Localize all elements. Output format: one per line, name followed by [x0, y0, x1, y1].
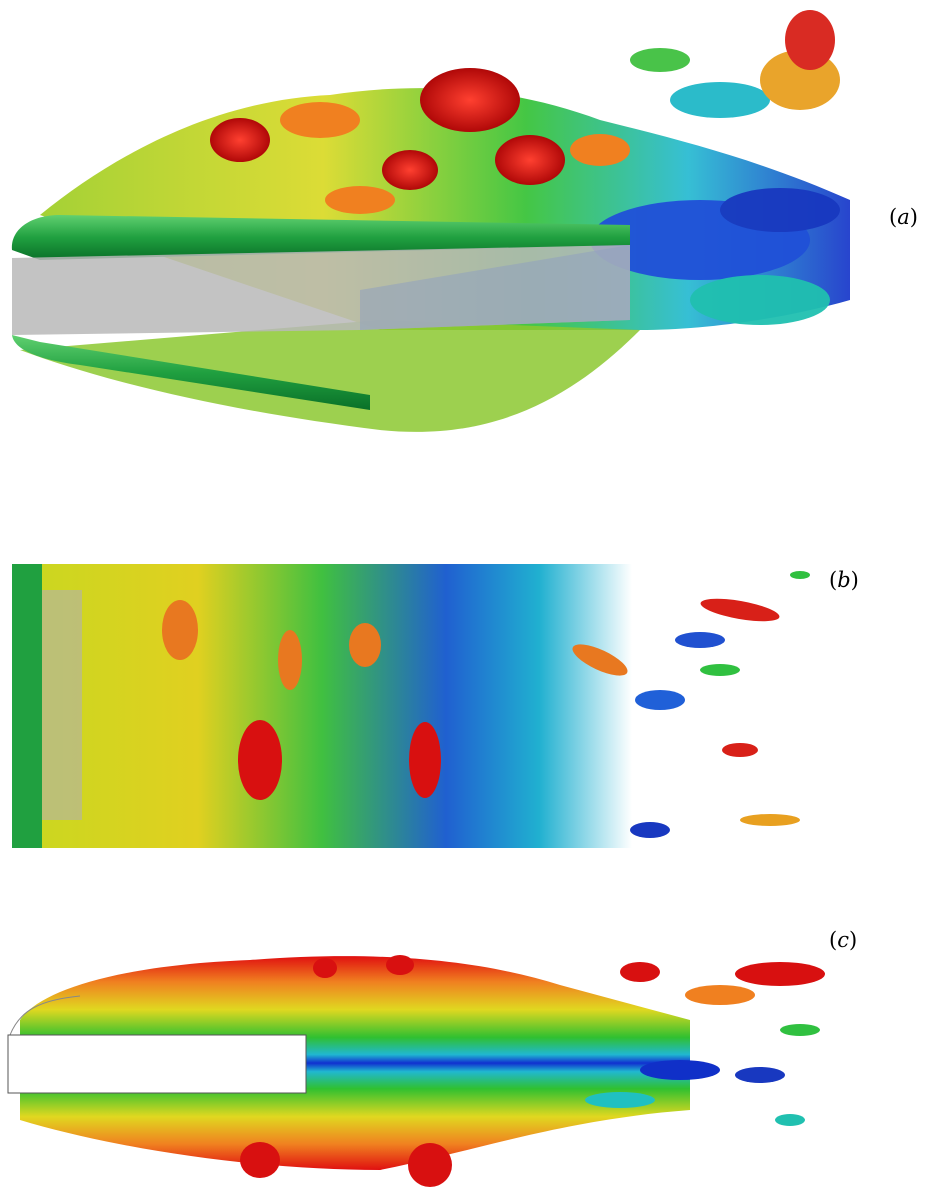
- wake-structures: [590, 10, 840, 325]
- panel-b-isosurface-view: [0, 560, 830, 852]
- cylinder-outline-arc: [9, 995, 81, 1036]
- wake-fragments-b: [630, 571, 810, 838]
- panel-b-graphic: [12, 564, 810, 848]
- cylinder-cross-section: [7, 1034, 307, 1094]
- cylinder-gray-face-transparent: [360, 245, 630, 330]
- turbulent-field: [12, 564, 632, 848]
- panel-a-isosurface-view: [0, 0, 860, 440]
- vortex-cloud-lower: [20, 320, 640, 432]
- hairpin-vortices: [210, 68, 565, 190]
- panel-c-label: (c): [829, 928, 858, 952]
- orange-structures: [280, 102, 630, 214]
- panel-b-label: (b): [829, 568, 859, 592]
- panel-a-graphic: [11, 10, 850, 432]
- red-plumes-c: [240, 955, 452, 1187]
- orange-structures-b: [162, 600, 628, 690]
- panel-c-isosurface-view: [0, 850, 860, 1190]
- panel-a-label: (a): [889, 205, 918, 229]
- red-structures: [238, 720, 441, 800]
- panel-c-graphic: [7, 955, 825, 1187]
- wake-fragments-c: [585, 962, 825, 1126]
- vortex-envelope: [20, 956, 690, 1170]
- cylinder-bottom-face: [12, 335, 370, 410]
- gray-surface-patches: [42, 590, 82, 820]
- cylinder-edge: [12, 564, 42, 848]
